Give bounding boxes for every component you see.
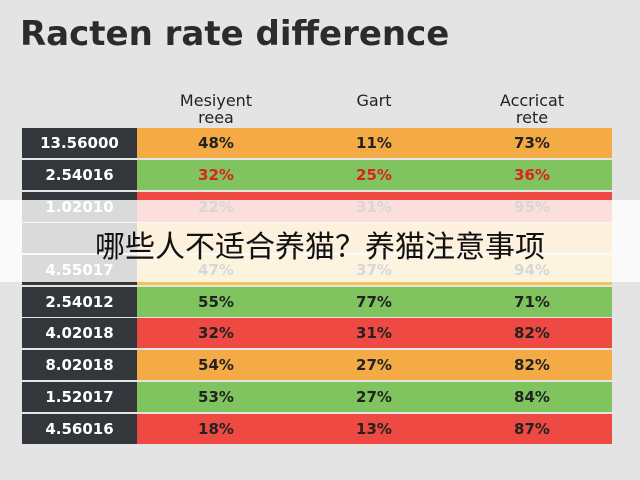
cell: 32% [198, 324, 234, 342]
cell: 71% [514, 293, 550, 311]
cell: 36% [514, 166, 550, 184]
cell: 55% [198, 293, 234, 311]
cell: 13% [356, 420, 392, 438]
row-label: 2.54012 [22, 287, 137, 317]
banner-text: 哪些人不适合养猫？养猫注意事项 [95, 230, 545, 265]
cell: 48% [198, 134, 234, 152]
row-label: 8.02018 [22, 350, 137, 380]
cell: 73% [514, 134, 550, 152]
column-header: Accricat rete [499, 91, 565, 127]
cell: 25% [356, 166, 392, 184]
cell: 32% [198, 166, 234, 184]
table-row: 8.02018 54% 27% 82% [22, 350, 612, 380]
title: Racten rate difference [20, 14, 450, 54]
cell: 84% [514, 388, 550, 406]
cell: 82% [514, 324, 550, 342]
table-row: 13.56000 48% 11% 73% [22, 128, 612, 158]
row-label: 4.56016 [22, 414, 137, 444]
cell: 18% [198, 420, 234, 438]
row-label: 4.02018 [22, 318, 137, 348]
cell: 27% [356, 356, 392, 374]
cell: 11% [356, 134, 392, 152]
table-row: 2.54016 32% 25% 36% [22, 160, 612, 190]
cell: 31% [356, 324, 392, 342]
cell: 82% [514, 356, 550, 374]
cell: 77% [356, 293, 392, 311]
cell: 87% [514, 420, 550, 438]
column-header: Mesiyent reea [179, 91, 253, 127]
cell: 27% [356, 388, 392, 406]
row-label: 2.54016 [22, 160, 137, 190]
cell: 54% [198, 356, 234, 374]
table-row: 4.02018 32% 31% 82% [22, 318, 612, 348]
table-row: 2.54012 55% 77% 71% [22, 287, 612, 317]
row-label: 13.56000 [22, 128, 137, 158]
table-row: 1.52017 53% 27% 84% [22, 382, 612, 412]
table-row: 4.56016 18% 13% 87% [22, 414, 612, 444]
row-label: 1.52017 [22, 382, 137, 412]
cell: 53% [198, 388, 234, 406]
column-header: Gart [356, 91, 392, 110]
banner: 哪些人不适合养猫？养猫注意事项 [0, 200, 640, 282]
